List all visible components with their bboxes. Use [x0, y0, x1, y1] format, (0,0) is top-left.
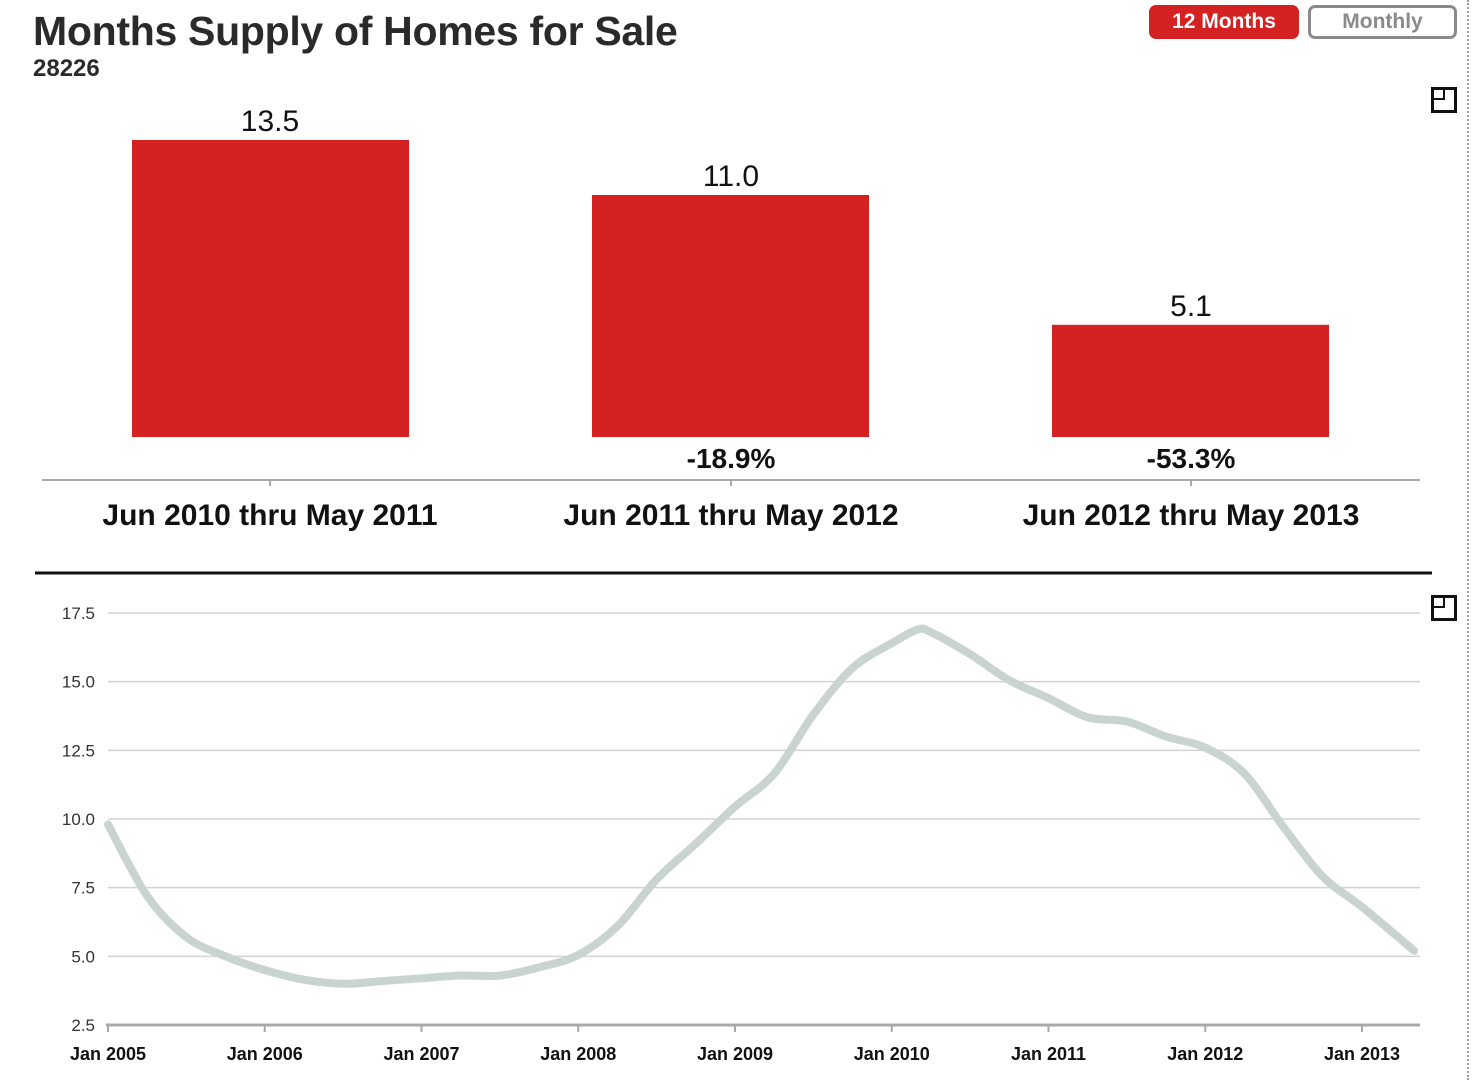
x-tick-label: Jan 2013 [1324, 1044, 1400, 1064]
y-tick-label: 10.0 [62, 810, 95, 829]
bar-change-label: -53.3% [1147, 443, 1236, 474]
y-tick-label: 17.5 [62, 604, 95, 623]
bar-change-label: -18.9% [687, 443, 776, 474]
bar-category-label: Jun 2012 thru May 2013 [1023, 499, 1360, 532]
x-tick-label: Jan 2007 [383, 1044, 459, 1064]
monthly-button[interactable]: Monthly [1308, 5, 1457, 39]
12-months-button[interactable]: 12 Months [1149, 5, 1299, 39]
bar [1052, 324, 1329, 437]
y-tick-label: 12.5 [62, 741, 95, 760]
bar-category-label: Jun 2011 thru May 2012 [563, 499, 898, 532]
bar [132, 140, 409, 437]
y-tick-label: 5.0 [71, 947, 95, 966]
scroll-edge-divider [1467, 0, 1469, 1080]
y-tick-label: 7.5 [71, 879, 95, 898]
bar-chart: 13.5 11.0 5.1 -18.9% -53.3% Jun 2010 thr… [42, 105, 1420, 532]
line-chart: 2.5 5.0 7.5 10.0 12.5 15.0 17.5 Jan 2005 Jan 20… [62, 604, 1420, 1064]
series-line [104, 624, 1419, 988]
page-title: Months Supply of Homes for Sale [33, 8, 678, 54]
bar-value-label: 5.1 [1170, 290, 1212, 323]
zip-code-subtitle: 28226 [33, 55, 100, 82]
y-tick-label: 2.5 [71, 1016, 95, 1035]
x-tick-label: Jan 2012 [1167, 1044, 1243, 1064]
expand-icon[interactable] [1431, 595, 1457, 621]
bar [592, 195, 869, 437]
x-tick-label: Jan 2011 [1011, 1044, 1086, 1064]
x-tick-label: Jan 2009 [697, 1044, 773, 1064]
bar-value-label: 11.0 [703, 160, 759, 193]
bar-value-label: 13.5 [241, 105, 299, 138]
x-tick-label: Jan 2010 [854, 1044, 930, 1064]
y-tick-label: 15.0 [62, 673, 95, 692]
x-tick-label: Jan 2006 [227, 1044, 303, 1064]
bar-category-label: Jun 2010 thru May 2011 [102, 499, 437, 532]
x-tick-label: Jan 2008 [540, 1044, 616, 1064]
x-tick-label: Jan 2005 [70, 1044, 146, 1064]
expand-icon[interactable] [1431, 87, 1457, 113]
